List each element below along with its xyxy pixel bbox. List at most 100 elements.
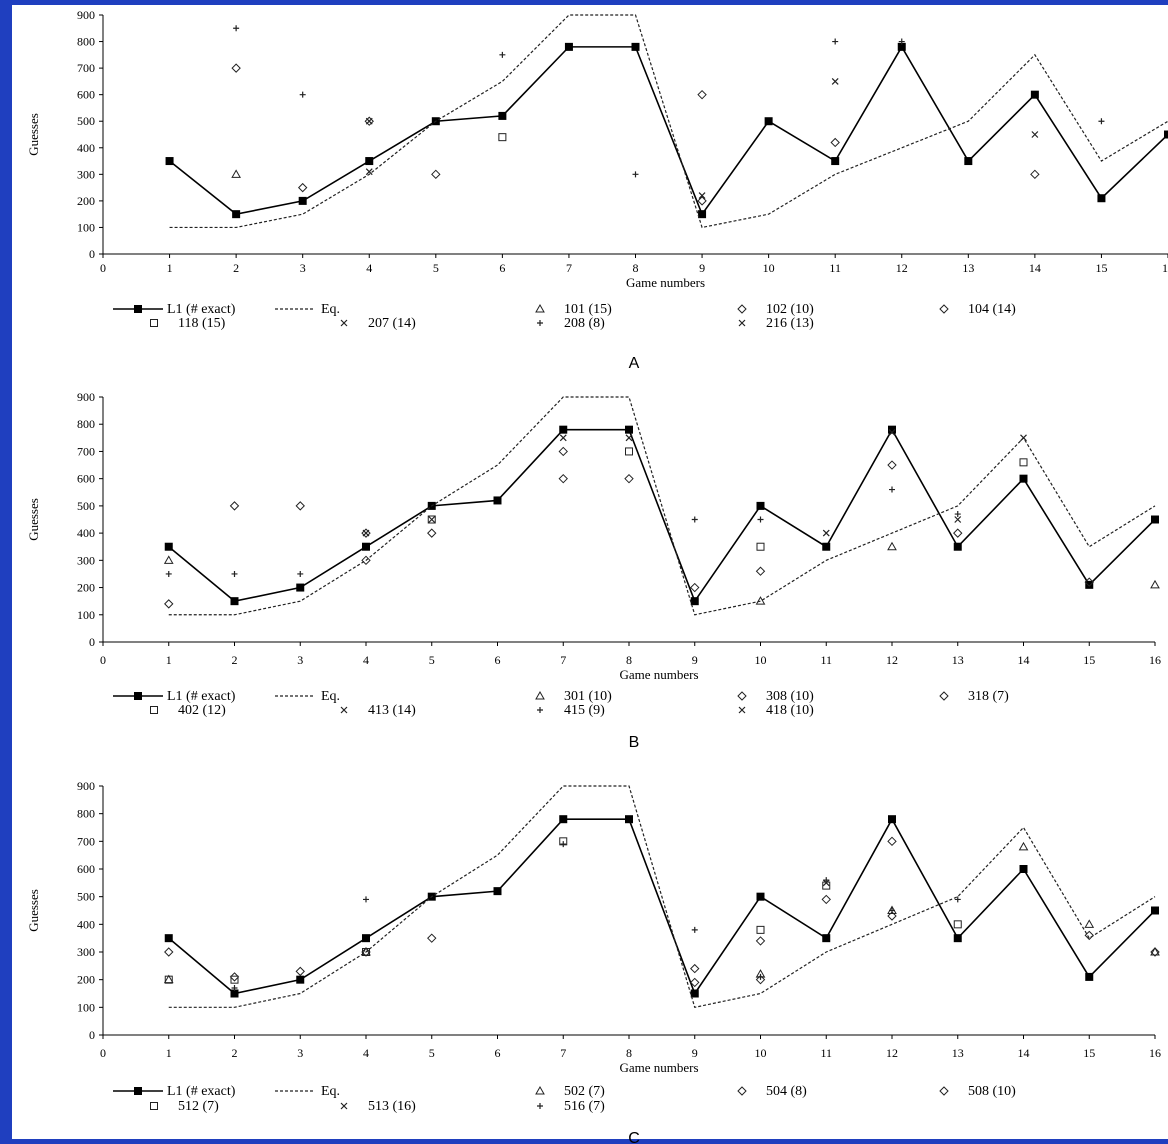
x-tick-label: 15 — [1083, 653, 1095, 667]
y-axis-title: Guesses — [26, 889, 41, 932]
legend-label: L1 (# exact) — [167, 1084, 236, 1099]
marker-point — [755, 936, 766, 946]
x-tick-label: 16 — [1149, 1046, 1161, 1060]
legend-marker — [738, 319, 746, 327]
marker-point — [229, 501, 240, 511]
marker-point — [1150, 947, 1160, 957]
marker-point — [1018, 841, 1029, 851]
x-tick-label: 12 — [896, 261, 908, 275]
marker-point — [1020, 434, 1027, 442]
marker-point — [887, 460, 897, 470]
x-tick-label: 8 — [626, 1046, 632, 1060]
x-tick-label: 3 — [300, 261, 306, 275]
l1-point — [232, 210, 241, 219]
marker-point — [361, 555, 371, 566]
y-tick-label: 700 — [77, 61, 95, 75]
l1-line — [168, 817, 1156, 996]
x-tick-label: 2 — [233, 261, 239, 275]
marker-point — [299, 91, 306, 98]
x-tick-label: 15 — [1083, 1046, 1095, 1060]
marker-point — [558, 446, 568, 457]
legend-marker — [537, 707, 543, 713]
x-tick-label: 9 — [692, 1046, 698, 1060]
l1-point — [897, 42, 906, 51]
x-tick-label: 11 — [829, 261, 841, 275]
l1-point — [493, 496, 502, 505]
marker-point — [1150, 579, 1160, 589]
x-tick-label: 4 — [363, 1046, 369, 1060]
marker-point — [887, 541, 897, 551]
y-tick-label: 200 — [77, 973, 95, 987]
marker-point — [362, 529, 370, 537]
marker-point — [757, 973, 764, 980]
marker-point — [427, 515, 436, 524]
x-tick-label: 2 — [232, 1046, 238, 1060]
marker-point — [1098, 118, 1105, 125]
marker-point — [755, 566, 766, 576]
legend-marker — [150, 319, 158, 327]
legend-label: Eq. — [321, 689, 340, 704]
marker-point — [1031, 131, 1039, 138]
x-tick-label: 6 — [499, 261, 505, 275]
l1-point — [1085, 580, 1094, 589]
marker-point — [558, 473, 568, 484]
legend-label: 508 (10) — [968, 1084, 1016, 1099]
x-tick-label: 10 — [755, 1046, 767, 1060]
l1-point — [165, 157, 174, 166]
y-tick-label: 600 — [77, 862, 95, 876]
marker-point — [625, 447, 633, 456]
marker-point — [821, 894, 831, 905]
l1-point — [764, 117, 773, 126]
legend-marker — [939, 1086, 949, 1096]
marker-point — [755, 974, 766, 985]
x-tick-label: 1 — [166, 653, 172, 667]
x-tick-label: 2 — [232, 653, 238, 667]
y-tick-label: 0 — [89, 247, 95, 261]
marker-point — [697, 89, 707, 100]
legend-label: 513 (16) — [368, 1099, 416, 1114]
x-tick-label: 10 — [755, 653, 767, 667]
x-tick-label: 3 — [297, 1046, 303, 1060]
y-tick-label: 400 — [77, 141, 95, 155]
marker-point — [295, 966, 305, 977]
marker-point — [755, 596, 766, 605]
legend-label: 413 (14) — [368, 703, 416, 718]
marker-point — [624, 473, 634, 484]
l1-point — [365, 157, 374, 166]
marker-point — [362, 948, 370, 956]
x-tick-label: 7 — [560, 1046, 566, 1060]
x-tick-label: 1 — [166, 1046, 172, 1060]
x-tick-label: 8 — [633, 261, 639, 275]
legend-label: Eq. — [321, 1084, 340, 1099]
l1-point — [1097, 194, 1106, 203]
legend-marker — [340, 706, 348, 714]
marker-point — [625, 434, 633, 442]
legend-label: 512 (7) — [178, 1099, 219, 1114]
y-tick-label: 300 — [77, 167, 95, 181]
marker-point — [1084, 577, 1094, 587]
l1-line — [169, 45, 1168, 216]
l1-point — [625, 815, 633, 824]
x-tick-label: 3 — [297, 653, 303, 667]
panel-label: C — [628, 1130, 640, 1144]
marker-point — [363, 896, 369, 903]
legend-label: 102 (10) — [766, 302, 814, 317]
y-tick-label: 200 — [77, 581, 95, 595]
legend-marker — [939, 304, 949, 314]
x-tick-label: 4 — [366, 261, 372, 275]
l1-point — [296, 975, 305, 984]
marker-point — [698, 192, 706, 200]
y-tick-label: 800 — [77, 417, 95, 431]
legend-marker — [535, 1085, 545, 1095]
l1-point — [298, 196, 307, 205]
x-tick-label: 12 — [886, 653, 898, 667]
x-tick-label: 5 — [429, 653, 435, 667]
legend-marker — [738, 706, 746, 714]
marker-point — [1150, 946, 1160, 956]
marker-point — [888, 428, 896, 436]
marker-point — [361, 528, 371, 538]
legend-l1-swatch — [134, 692, 142, 700]
marker-point — [691, 516, 698, 523]
